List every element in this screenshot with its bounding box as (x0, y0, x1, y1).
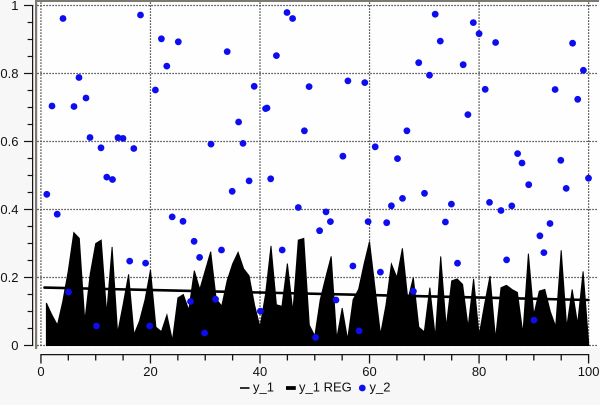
svg-text:0: 0 (37, 364, 44, 379)
svg-text:y_2: y_2 (370, 380, 391, 395)
svg-text:100: 100 (578, 364, 600, 379)
svg-text:0.8: 0.8 (0, 66, 18, 81)
svg-text:0.6: 0.6 (0, 134, 18, 149)
svg-text:60: 60 (362, 364, 376, 379)
svg-text:80: 80 (472, 364, 486, 379)
svg-text:40: 40 (253, 364, 267, 379)
svg-text:y_1: y_1 (253, 380, 274, 395)
svg-text:20: 20 (143, 364, 157, 379)
svg-text:0.4: 0.4 (0, 202, 18, 217)
svg-text:0: 0 (11, 338, 18, 353)
svg-text:y_1 REG: y_1 REG (299, 380, 352, 395)
svg-text:1: 1 (11, 0, 18, 13)
svg-text:0.2: 0.2 (0, 270, 18, 285)
